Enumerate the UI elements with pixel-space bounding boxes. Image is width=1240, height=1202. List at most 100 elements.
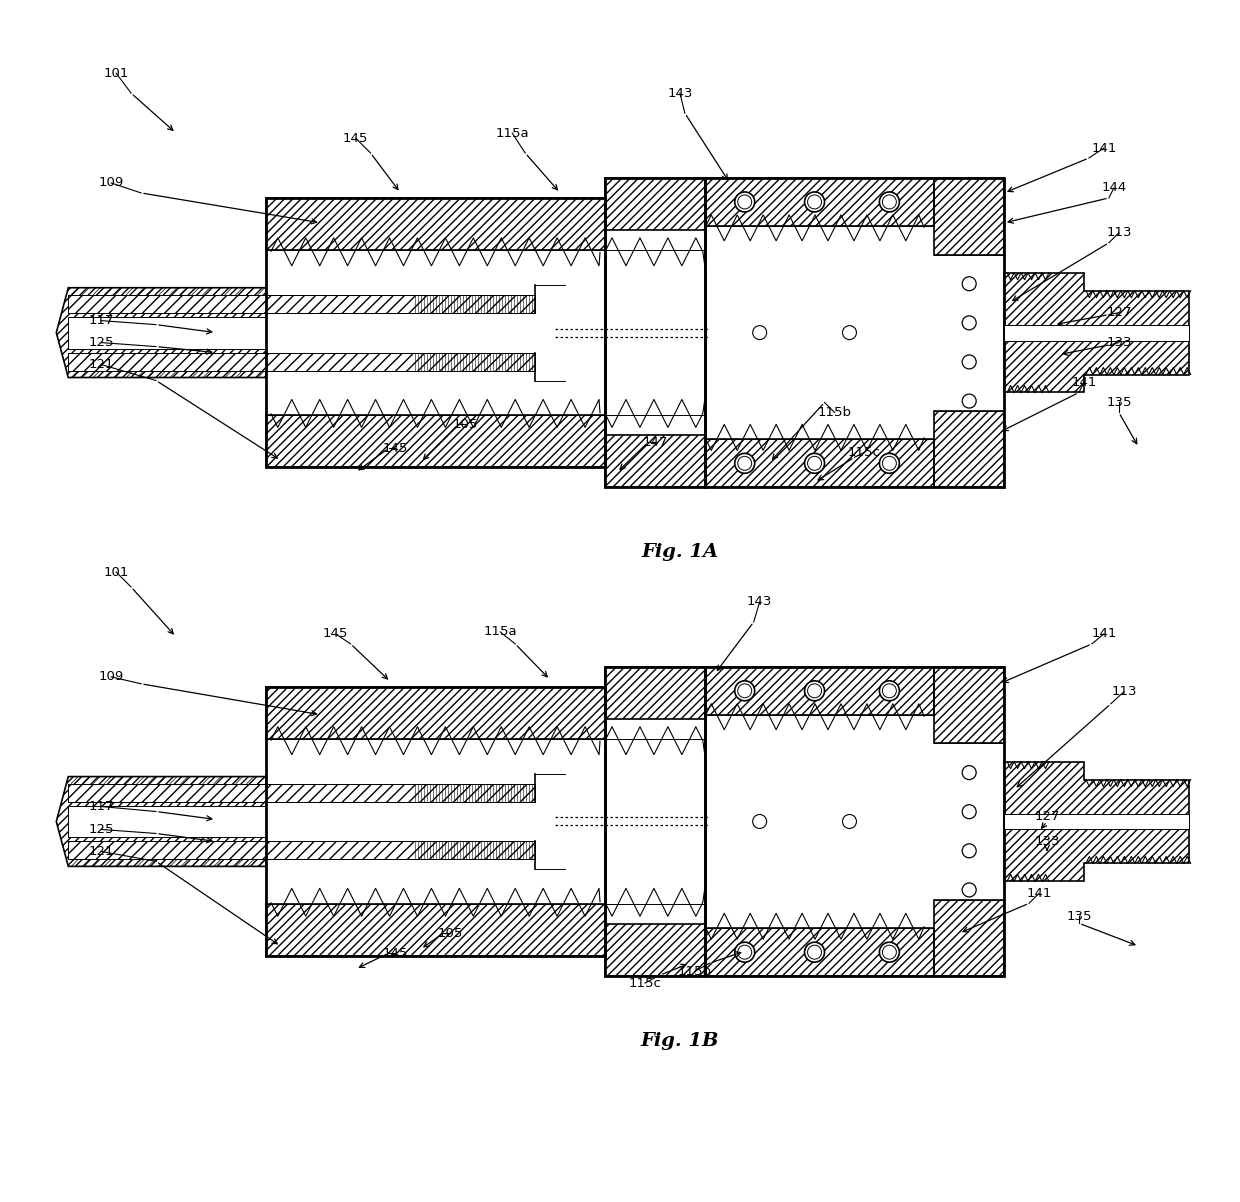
Text: 109: 109 [98,177,124,190]
Polygon shape [1004,273,1189,393]
Circle shape [883,457,897,470]
Bar [704,178,1004,487]
Circle shape [807,195,822,209]
Bar [605,667,704,719]
Circle shape [805,680,825,701]
Text: 141: 141 [1027,887,1052,900]
Circle shape [738,195,751,209]
Circle shape [738,945,751,959]
Text: 145: 145 [383,947,408,959]
Circle shape [807,945,822,959]
Bar [68,805,265,838]
Bar [704,667,1004,976]
Circle shape [879,942,899,962]
Bar [934,178,1004,255]
Text: 105: 105 [453,418,479,430]
Text: 143: 143 [667,87,693,100]
Bar [605,435,704,487]
Text: 121: 121 [88,358,114,371]
Circle shape [962,883,976,897]
Text: 144: 144 [1101,182,1126,195]
Text: 115a: 115a [496,126,529,139]
Bar [934,411,1004,487]
Circle shape [962,355,976,369]
Circle shape [883,684,897,698]
Bar [68,352,536,370]
Circle shape [805,453,825,474]
Text: 117: 117 [88,314,114,327]
Circle shape [962,394,976,407]
Text: 133: 133 [1106,337,1132,349]
Circle shape [753,326,766,340]
Bar [68,841,536,859]
Bar [68,784,536,802]
Text: 133: 133 [1034,835,1060,847]
Text: 109: 109 [98,671,124,683]
Circle shape [753,815,766,828]
Circle shape [962,844,976,858]
Polygon shape [56,776,265,867]
Circle shape [805,192,825,212]
Circle shape [842,815,857,828]
Bar [265,198,605,250]
Text: 135: 135 [1106,395,1132,409]
Circle shape [879,680,899,701]
Circle shape [738,457,751,470]
Bar [68,294,536,313]
Bar [68,316,265,349]
Text: 135: 135 [1066,910,1091,923]
Text: 113: 113 [1106,226,1132,239]
Circle shape [842,326,857,340]
Text: 145: 145 [343,131,368,144]
Text: 127: 127 [1034,810,1060,823]
Bar [605,667,704,976]
Text: 105: 105 [438,927,463,940]
Circle shape [879,192,899,212]
Bar [1004,325,1189,340]
Bar [265,686,605,739]
Bar [934,667,1004,744]
Text: 141: 141 [1091,142,1116,155]
Bar [1004,814,1189,829]
Circle shape [805,942,825,962]
Circle shape [962,766,976,780]
Bar [265,416,605,468]
Circle shape [962,316,976,329]
Text: 125: 125 [88,823,114,835]
Text: 127: 127 [1106,307,1132,320]
Text: 115c: 115c [848,446,880,459]
Text: 145: 145 [383,442,408,454]
Polygon shape [56,287,265,377]
Text: 101: 101 [103,67,129,79]
Bar [605,178,704,230]
Text: 147: 147 [642,436,667,448]
Text: 121: 121 [88,845,114,858]
Bar [704,178,934,226]
Circle shape [883,945,897,959]
Text: 143: 143 [746,595,773,608]
Bar [265,686,605,956]
Bar [265,904,605,956]
Bar [605,178,704,487]
Bar [265,198,605,468]
Circle shape [879,453,899,474]
Bar [704,440,934,487]
Circle shape [735,680,755,701]
Text: 101: 101 [103,566,129,578]
Text: 141: 141 [1071,376,1096,389]
Text: 141: 141 [1091,627,1116,641]
Bar [934,899,1004,976]
Text: Fig. 1A: Fig. 1A [641,543,718,561]
Text: 115c: 115c [629,976,661,989]
Circle shape [735,942,755,962]
Text: 117: 117 [88,801,114,813]
Text: 113: 113 [1111,685,1137,698]
Bar [704,667,934,715]
Circle shape [962,276,976,291]
Text: 115b: 115b [678,965,712,977]
Circle shape [807,684,822,698]
Text: 145: 145 [322,627,348,641]
Text: 125: 125 [88,337,114,349]
Circle shape [883,195,897,209]
Circle shape [807,457,822,470]
